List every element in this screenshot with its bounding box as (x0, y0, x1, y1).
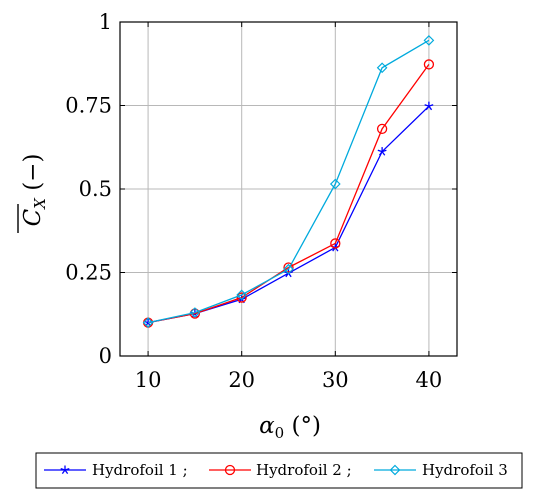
legend-label: Hydrofoil 3 (422, 461, 508, 479)
x-tick-label: 10 (135, 368, 162, 392)
legend-marker (224, 464, 236, 476)
series-1 (143, 101, 434, 327)
data-point (283, 263, 294, 275)
legend-marker (389, 464, 401, 476)
legend-marker (60, 465, 70, 475)
y-axis-label: CX (−) (17, 154, 49, 233)
legend-label: Hydrofoil 1 ; (92, 461, 188, 479)
legend-label: Hydrofoil 2 ; (256, 461, 352, 479)
data-point (329, 178, 341, 190)
axis-ticks: 10 20 30 40 0 0.25 0.5 0.75 1 (65, 10, 457, 392)
x-axis-label: α0 (°) (259, 413, 321, 442)
data-point (236, 289, 248, 301)
svg-text:α0 (°): α0 (°) (259, 413, 321, 442)
x-tick-label: 20 (228, 368, 255, 392)
y-tick-label: 0.5 (79, 177, 112, 201)
series-3 (142, 35, 435, 328)
data-point (377, 147, 387, 156)
legend: Hydrofoil 1 ; Hydrofoil 2 ; Hydrofoil 3 (35, 452, 523, 489)
y-tick-label: 1 (99, 10, 112, 34)
grid (120, 21, 457, 357)
legend-item-2: Hydrofoil 2 ; (209, 461, 352, 479)
data-point (330, 238, 341, 249)
data-point (283, 262, 294, 273)
data-point (423, 59, 435, 70)
data-point (423, 35, 435, 46)
data-point (376, 123, 388, 135)
series-group (142, 35, 435, 328)
data-point (376, 62, 388, 74)
data-point (424, 101, 434, 111)
legend-item-1: Hydrofoil 1 ; (44, 461, 188, 479)
data-point (142, 317, 154, 328)
series-line (147, 39, 430, 324)
svg-text:CX (−): CX (−) (20, 154, 49, 227)
series-line (147, 64, 430, 324)
y-tick-label: 0.25 (65, 261, 112, 285)
series-line (147, 105, 430, 324)
x-tick-label: 40 (416, 368, 443, 392)
legend-box (35, 452, 523, 489)
y-tick-label: 0 (99, 344, 112, 368)
data-point (236, 292, 247, 303)
data-point (189, 307, 201, 318)
x-tick-label: 30 (322, 368, 349, 392)
series-2 (142, 59, 435, 328)
y-tick-label: 0.75 (65, 94, 112, 118)
legend-item-3: Hydrofoil 3 (374, 461, 508, 479)
